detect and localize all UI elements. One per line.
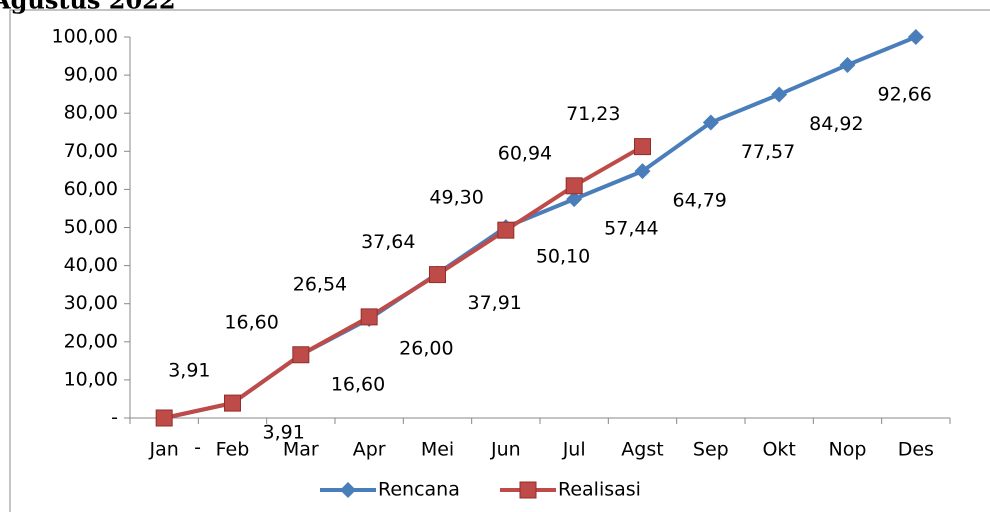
y-tick-label: 10,00 <box>64 368 118 390</box>
marker <box>292 346 310 364</box>
y-tick-label: 100,00 <box>52 26 118 48</box>
marker <box>702 114 719 131</box>
marker <box>360 308 378 326</box>
marker <box>566 191 583 208</box>
legend-marker <box>519 481 537 499</box>
marker <box>565 177 583 195</box>
x-tick-label: Des <box>898 439 934 461</box>
y-tick-label: 80,00 <box>64 102 118 124</box>
data-label: 26,54 <box>293 273 347 295</box>
y-tick-label: 30,00 <box>64 292 118 314</box>
x-tick-label: Agst <box>621 439 663 461</box>
data-label: 64,79 <box>673 190 727 212</box>
x-tick-label: Nop <box>829 439 867 461</box>
y-tick-label: 50,00 <box>64 216 118 238</box>
data-label: - <box>194 437 201 459</box>
y-tick-label: 60,00 <box>64 178 118 200</box>
y-tick-label: 70,00 <box>64 140 118 162</box>
legend-marker <box>340 482 356 498</box>
data-label: 16,60 <box>224 311 278 333</box>
marker <box>771 86 788 103</box>
data-label: 16,60 <box>331 373 385 395</box>
marker <box>155 409 173 427</box>
data-label: 26,00 <box>399 337 453 359</box>
y-tick-label: 90,00 <box>64 64 118 86</box>
data-label: 37,91 <box>468 292 522 314</box>
series-line <box>163 144 644 420</box>
x-tick-label: Feb <box>216 439 250 461</box>
legend-label: Rencana <box>378 479 460 501</box>
marker <box>429 266 446 284</box>
marker <box>224 394 241 412</box>
x-tick-label: Sep <box>693 439 729 461</box>
legend-label: Realisasi <box>558 479 641 501</box>
series-line <box>163 35 917 420</box>
marker <box>839 56 856 73</box>
data-label: 3,91 <box>263 422 305 444</box>
x-tick-label: Mei <box>421 439 454 461</box>
marker <box>497 221 515 239</box>
x-tick-label: Jun <box>490 439 521 461</box>
chart-title: Agustus 2022 <box>0 0 176 15</box>
y-tick-label: - <box>111 407 118 429</box>
x-tick-label: Jan <box>149 439 179 461</box>
data-label: 57,44 <box>604 218 658 240</box>
data-label: 3,91 <box>168 360 210 382</box>
data-label: 92,66 <box>878 83 932 105</box>
data-label: 71,23 <box>566 103 620 125</box>
marker <box>634 138 651 156</box>
data-label: 84,92 <box>809 113 863 135</box>
x-tick-label: Apr <box>353 439 386 461</box>
data-label: 37,64 <box>361 231 415 253</box>
x-tick-label: Mar <box>283 439 319 461</box>
chart-border <box>9 9 990 512</box>
y-tick-label: 40,00 <box>64 254 118 276</box>
data-label: 77,57 <box>741 141 795 163</box>
marker <box>907 29 924 45</box>
data-label: 60,94 <box>498 142 552 164</box>
marker <box>634 163 651 180</box>
data-label: 50,10 <box>536 246 590 268</box>
x-tick-label: Jul <box>562 439 586 461</box>
y-tick-label: 20,00 <box>64 330 118 352</box>
x-tick-label: Okt <box>762 439 795 461</box>
data-label: 49,30 <box>429 187 483 209</box>
